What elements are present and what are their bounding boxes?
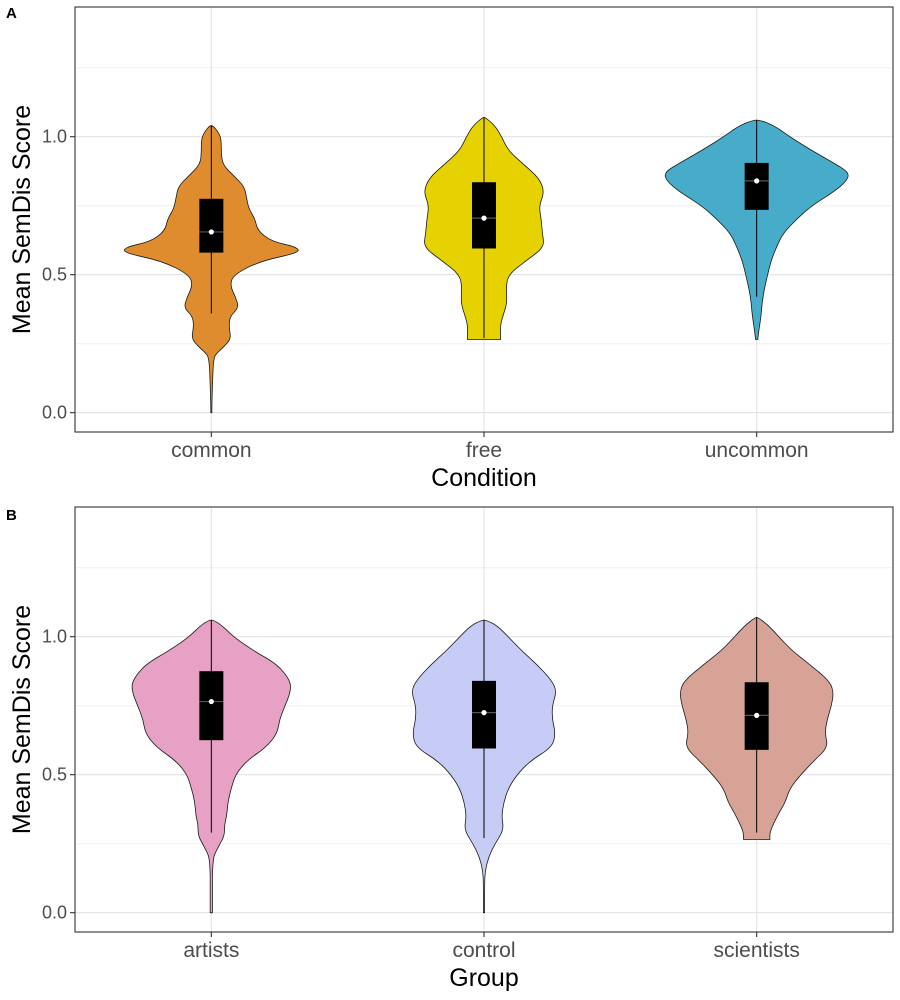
x-axis-title: Condition	[431, 464, 537, 492]
y-axis-title: Mean SemDis Score	[8, 105, 36, 334]
y-tick-label: 1.0	[42, 127, 67, 147]
box-artists	[199, 671, 224, 741]
y-tick-label: 0.5	[42, 765, 67, 785]
y-tick-label: 0.5	[42, 265, 67, 285]
violin-chart-condition: 0.0 0.5 1.0 common free uncommon Condition Mean…	[8, 6, 894, 492]
y-tick-label: 0.0	[42, 903, 67, 923]
median-point-free	[481, 215, 487, 221]
y-tick-label: 1.0	[42, 627, 67, 647]
y-tick-label: 0.0	[42, 403, 67, 423]
median-point-common	[208, 229, 214, 235]
box-common	[199, 198, 224, 253]
x-tick-label-uncommon: uncommon	[705, 439, 809, 462]
y-axis-title: Mean SemDis Score	[8, 605, 36, 834]
panel-letter-a: A	[6, 5, 17, 22]
x-tick-label-scientists: scientists	[713, 939, 799, 962]
median-point-uncommon	[754, 178, 760, 184]
median-point-scientists	[754, 712, 760, 718]
x-tick-label-common: common	[171, 439, 252, 462]
box-free	[472, 182, 496, 249]
violin-chart-group: 0.0 0.5 1.0 artists control scientists Group Me…	[8, 506, 894, 992]
x-tick-label-control: control	[452, 939, 515, 962]
x-tick-label-free: free	[466, 439, 502, 462]
x-axis-title: Group	[449, 964, 518, 992]
median-point-artists	[208, 698, 214, 705]
x-tick-label-artists: artists	[183, 939, 239, 962]
median-point-control	[481, 710, 487, 716]
box-uncommon	[744, 162, 769, 210]
panel-letter-b: B	[6, 507, 17, 524]
